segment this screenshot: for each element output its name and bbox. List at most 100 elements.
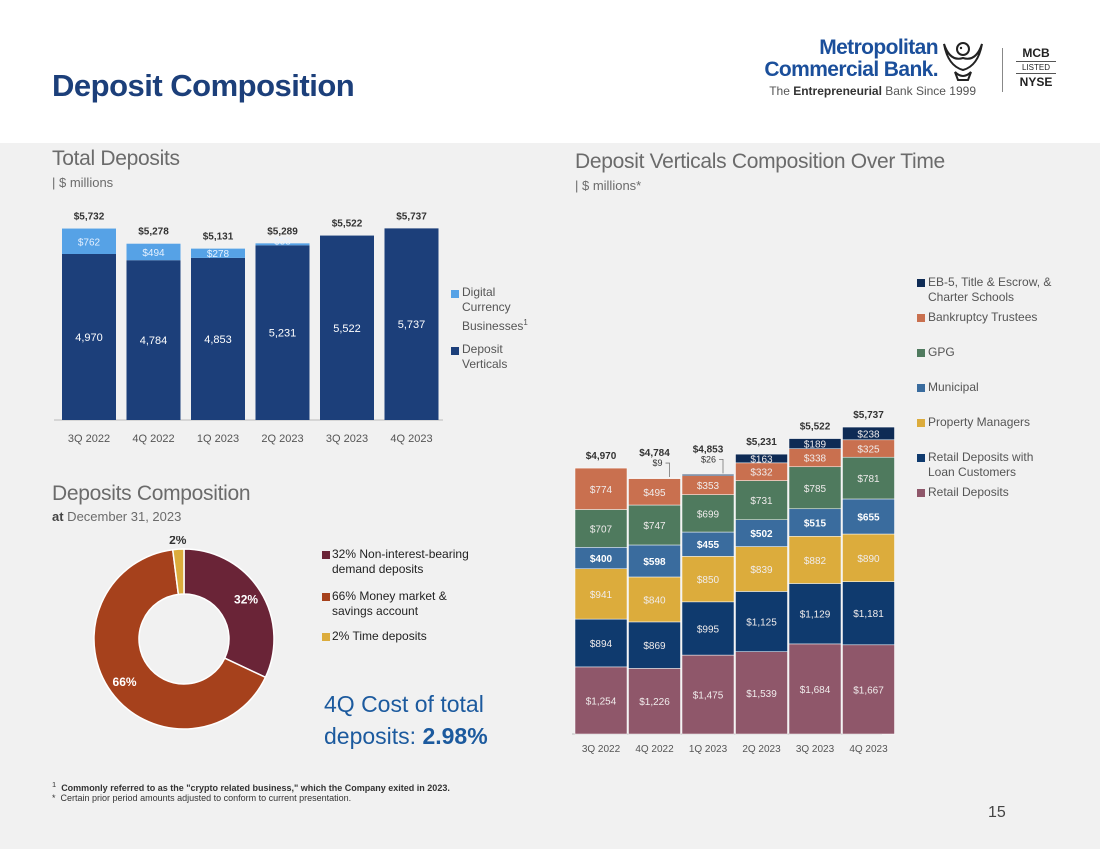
bar-value-label: $494 <box>142 248 165 259</box>
x-tick-label: 4Q 2022 <box>132 433 174 445</box>
legend-money-market: 66% Money market & savings account <box>332 589 447 618</box>
bar-digital-currency <box>62 228 116 255</box>
bar-value-label: $332 <box>750 468 773 479</box>
verticals-title: Deposit Verticals Composition Over Time <box>575 150 945 173</box>
donut-slice-label: 66% <box>113 675 137 689</box>
vertical-bar-segment <box>788 438 842 449</box>
cost-of-deposits-callout: 4Q Cost of total deposits: 2.98% <box>324 688 544 752</box>
bar-deposit-verticals <box>255 245 310 420</box>
bar-total-label: $5,131 <box>203 232 234 243</box>
legend-item: GPG <box>928 345 955 359</box>
vertical-bar-segment <box>681 654 735 735</box>
bar-value-label: $762 <box>78 237 101 248</box>
bar-value-label: $58 <box>274 236 291 247</box>
bar-value-label: $325 <box>857 444 880 455</box>
bar-value-label: $941 <box>590 590 613 601</box>
bar-total-label: $5,732 <box>74 212 105 223</box>
bar-value-label: 5,231 <box>269 328 297 340</box>
verticals-composition-chart: $1,254 $894 $941 $400 $707 $774 $4,970 3Q 2022 $… <box>572 410 895 755</box>
legend-swatch-nib <box>322 551 330 559</box>
legend-swatch-digital <box>451 290 459 298</box>
bar-value-label: $495 <box>643 488 666 499</box>
callout-line2: deposits: 2.98% <box>324 723 488 749</box>
bar-value-label: $882 <box>804 556 827 567</box>
vertical-bar-segment <box>788 536 842 584</box>
total-deposits-subtitle: | $ millions <box>52 175 114 190</box>
total-deposits-chart: 4,970 $762 $5,732 3Q 2022 4,784 $494 $5,278 4Q … <box>54 211 443 445</box>
vertical-bar-segment <box>628 576 681 623</box>
deposits-donut-chart: 32% 66% 2% <box>93 536 275 730</box>
bar-value-label: $890 <box>857 554 880 565</box>
logo-tagline: The Entrepreneurial Bank Since 1999 <box>769 84 976 98</box>
legend-swatch-time <box>322 633 330 641</box>
vertical-bar-segment <box>681 474 735 477</box>
bar-value-label: $785 <box>804 484 827 495</box>
vertical-bar-segment <box>735 519 788 547</box>
bar-deposit-verticals <box>126 260 181 420</box>
bar-value-label: $1,129 <box>800 610 831 621</box>
x-tick-label: 3Q 2023 <box>326 433 368 445</box>
bar-value-label: $1,667 <box>853 685 884 696</box>
bar-value-label: $1,181 <box>853 609 884 620</box>
bar-total-label: $4,784 <box>639 448 670 459</box>
logo-name-line1: Metropolitan <box>819 36 938 59</box>
vertical-bar-segment <box>574 467 628 510</box>
vertical-bar-segment <box>681 601 735 656</box>
logo-divider <box>1002 48 1003 92</box>
vertical-bar-segment <box>628 544 681 578</box>
legend-item: Retail Deposits with Loan Customers <box>928 450 1034 479</box>
exchange-listed: LISTED <box>1016 61 1056 74</box>
bar-value-label: $839 <box>750 565 773 576</box>
bar-value-label: $781 <box>857 474 880 485</box>
legend-swatch <box>917 314 925 322</box>
legend-time-deposits: 2% Time deposits <box>332 629 427 643</box>
vertical-bar-segment <box>842 644 895 735</box>
bar-value-label: $840 <box>643 595 666 606</box>
donut-slice <box>171 548 185 596</box>
legend-swatch <box>917 489 925 497</box>
bank-logo: Metropolitan Commercial Bank. The Entrep… <box>764 34 1066 104</box>
bar-value-label: $400 <box>590 554 613 565</box>
legend-item: Property Managers <box>928 415 1031 429</box>
bar-total-label: $5,522 <box>332 219 363 230</box>
bar-digital-currency <box>191 248 245 258</box>
bar-value-label: $9 <box>652 458 662 468</box>
bar-value-label: $338 <box>804 454 827 465</box>
vertical-bar-segment <box>842 533 895 582</box>
x-tick-label: 3Q 2022 <box>68 433 110 445</box>
vertical-bar-segment <box>574 666 628 735</box>
bar-total-label: $5,231 <box>746 437 777 448</box>
donut-slice <box>93 548 267 730</box>
vertical-bar-segment <box>735 546 788 592</box>
bar-digital-currency <box>126 243 181 261</box>
vertical-bar-segment <box>788 508 842 537</box>
vertical-bar-segment <box>788 466 842 510</box>
bar-value-label: $747 <box>643 521 666 532</box>
bar-value-label: $707 <box>590 524 613 535</box>
bar-value-label: $995 <box>697 624 720 635</box>
vertical-bar-segment <box>842 426 895 441</box>
x-tick-label: 1Q 2023 <box>689 744 728 755</box>
deposits-composition-subtitle: at December 31, 2023 <box>52 509 182 524</box>
bar-value-label: $163 <box>750 455 773 466</box>
bar-value-label: $238 <box>857 429 880 440</box>
footnote-1: 1 Commonly referred to as the "crypto re… <box>52 780 450 793</box>
vertical-bar-segment <box>735 591 788 652</box>
bar-value-label: $455 <box>697 540 720 551</box>
legend-swatch-verticals <box>451 347 459 355</box>
logo-name-line2: Commercial Bank. <box>764 58 938 81</box>
legend-swatch <box>917 419 925 427</box>
bar-value-label: $278 <box>207 249 230 260</box>
legend-swatch <box>917 454 925 462</box>
vertical-bar-segment <box>842 581 895 646</box>
vertical-bar-segment <box>735 453 788 464</box>
bar-value-label: $894 <box>590 639 613 650</box>
bar-value-label: $1,125 <box>746 618 777 629</box>
bar-value-label: $1,254 <box>586 696 617 707</box>
vertical-bar-segment <box>681 531 735 557</box>
bar-value-label: $699 <box>697 509 720 520</box>
bar-total-label: $4,970 <box>586 451 617 462</box>
x-tick-label: 1Q 2023 <box>197 433 239 445</box>
label-leader-line <box>719 458 724 474</box>
vertical-bar-segment <box>628 621 681 669</box>
